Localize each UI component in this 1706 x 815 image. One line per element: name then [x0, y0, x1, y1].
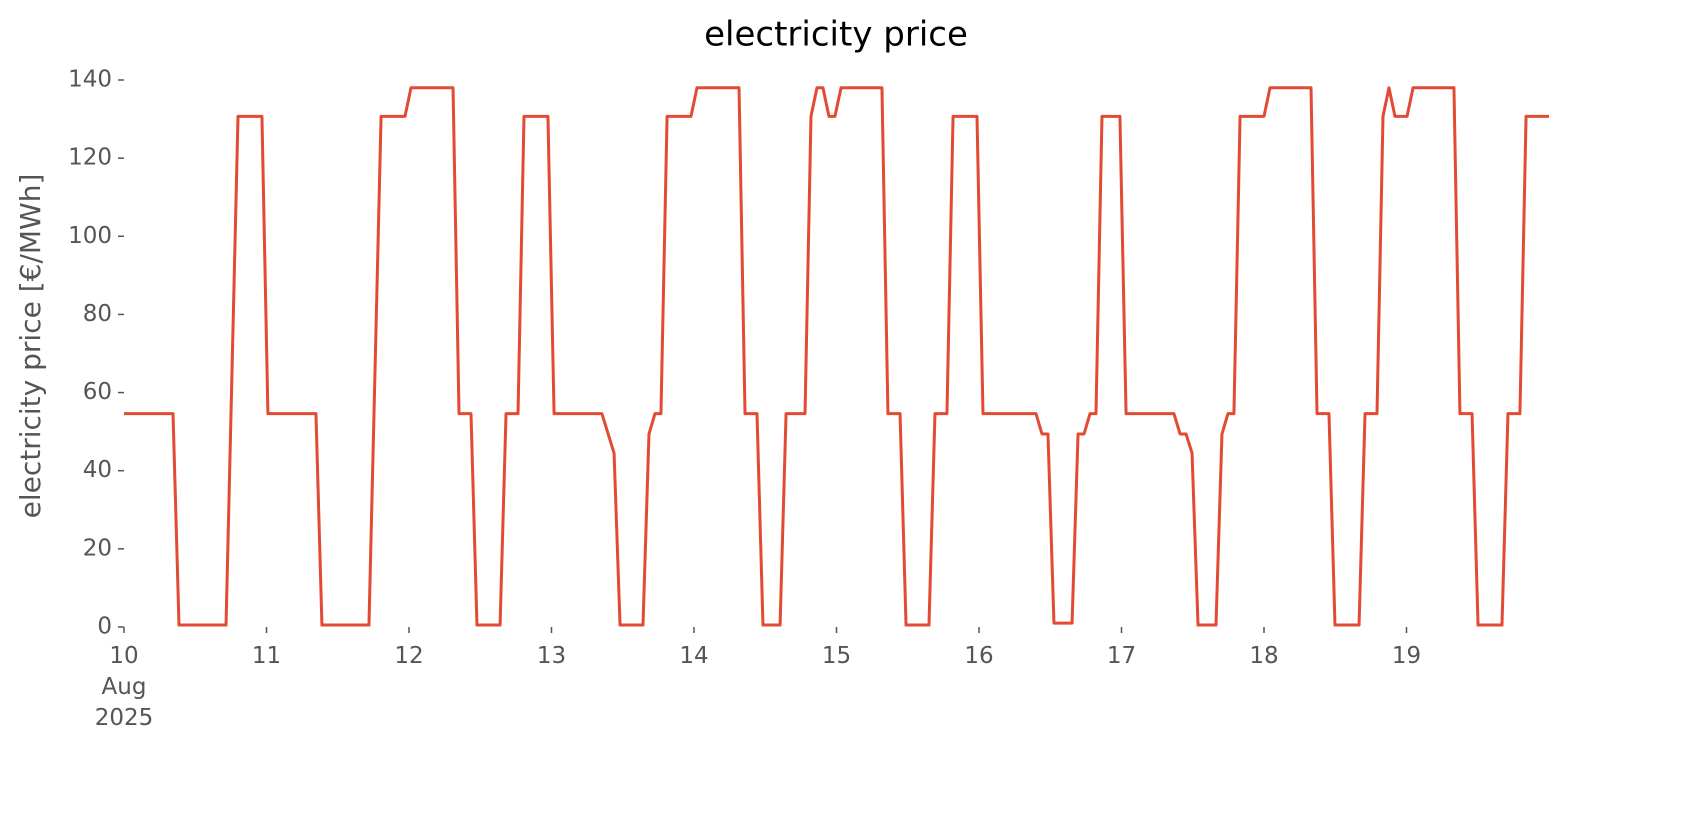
x-tick-label: 16: [964, 643, 993, 669]
y-tick-label: 40: [83, 457, 112, 483]
x-tick-label: 18: [1249, 643, 1278, 669]
x-tick-label: 13: [537, 643, 566, 669]
price-line: [124, 86, 1549, 627]
y-tick-label: 140: [68, 67, 112, 93]
x-tick-label: 10 Aug 2025: [95, 643, 154, 731]
x-tick-label: 17: [1107, 643, 1136, 669]
x-tick-label: 11: [252, 643, 281, 669]
y-tick-label: 120: [68, 145, 112, 171]
x-tick-label: 14: [679, 643, 708, 669]
x-tick-label: 12: [394, 643, 423, 669]
y-tick-label: 20: [83, 535, 112, 561]
x-tick-label: 19: [1392, 643, 1421, 669]
y-axis-label: electricity price [€/MWh]: [14, 174, 47, 519]
y-tick-label: 60: [83, 379, 112, 405]
y-tick-label: 80: [83, 301, 112, 327]
y-tick-label: 100: [68, 223, 112, 249]
y-tick-label: 0: [97, 614, 112, 640]
x-tick-label: 15: [822, 643, 851, 669]
chart-title: electricity price: [704, 15, 968, 55]
